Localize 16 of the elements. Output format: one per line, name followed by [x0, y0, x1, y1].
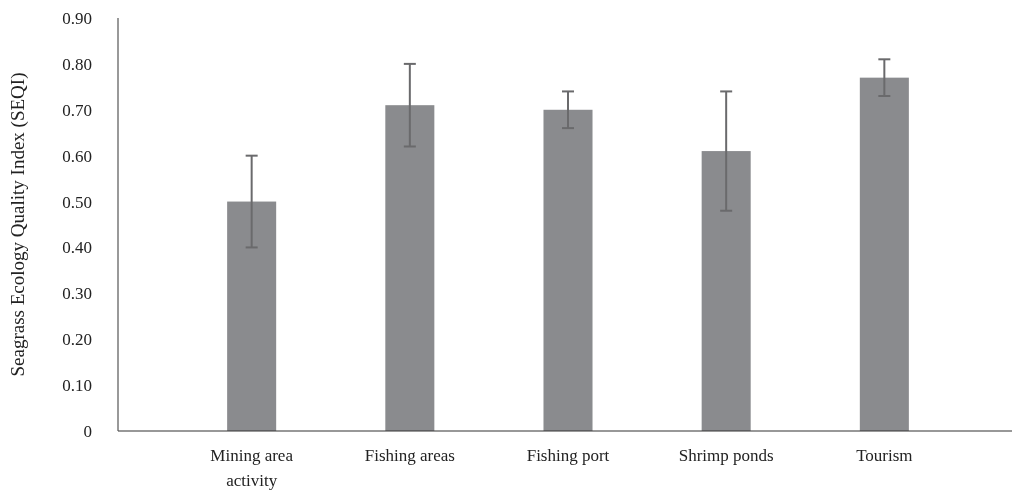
x-tick-label: Fishing port — [526, 446, 610, 465]
y-tick-label: 0.40 — [62, 238, 92, 258]
x-tick-label: Shrimp ponds — [678, 446, 774, 465]
y-tick-label: 0.30 — [62, 284, 92, 304]
x-tick-label: Mining area activity — [210, 446, 294, 490]
y-tick-label: 0.60 — [62, 146, 92, 166]
y-tick-label: 0.90 — [62, 8, 92, 28]
y-tick-label: 0.20 — [62, 330, 92, 350]
y-tick-label: 0.10 — [62, 376, 92, 396]
y-tick-label: 0 — [83, 421, 92, 441]
y-tick-label: 0.50 — [62, 192, 92, 212]
x-tick-label: Fishing areas — [364, 446, 455, 465]
y-axis-title: Seagrass Ecology Quality Index (SEQI) — [7, 72, 29, 377]
x-tick-label: Tourism — [856, 446, 913, 465]
y-tick-label: 0.80 — [62, 54, 92, 74]
y-tick-label: 0.70 — [62, 100, 92, 120]
